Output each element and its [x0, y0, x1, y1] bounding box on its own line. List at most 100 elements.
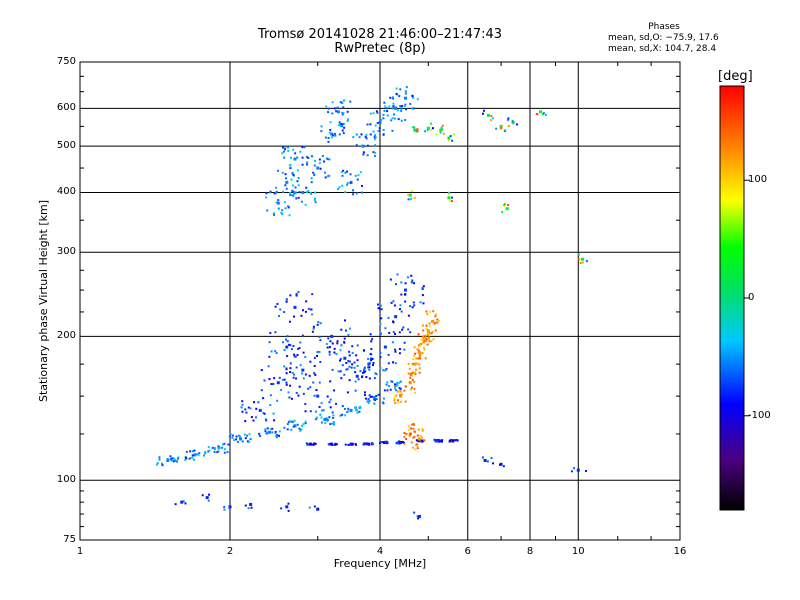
data-point: [292, 194, 295, 197]
data-point: [304, 402, 307, 405]
data-point: [355, 409, 358, 412]
data-point: [326, 157, 329, 160]
data-point: [241, 403, 244, 406]
data-point: [398, 308, 401, 311]
data-point: [421, 286, 424, 289]
data-point: [539, 110, 543, 114]
data-point: [329, 398, 332, 401]
x-tick-label: 16: [673, 546, 687, 557]
data-point: [344, 443, 347, 446]
data-point: [312, 381, 315, 384]
data-point: [285, 381, 288, 384]
data-point: [324, 176, 327, 179]
data-point: [385, 107, 388, 110]
data-point: [374, 151, 377, 154]
data-point: [449, 440, 452, 443]
data-point: [365, 442, 368, 445]
data-point: [403, 435, 406, 438]
data-point: [394, 395, 397, 398]
data-point: [241, 400, 244, 403]
data-point: [304, 203, 307, 206]
data-point: [275, 192, 278, 195]
data-point: [386, 441, 389, 444]
data-point: [285, 298, 288, 301]
data-point: [417, 357, 420, 360]
data-point: [229, 433, 232, 436]
data-point: [436, 318, 439, 321]
data-point: [507, 117, 510, 120]
data-point: [265, 196, 268, 199]
data-point: [431, 319, 435, 323]
data-point: [451, 139, 454, 142]
data-point: [347, 407, 350, 410]
data-point: [260, 369, 263, 372]
data-point: [343, 356, 347, 360]
data-point: [433, 438, 436, 441]
data-point: [346, 183, 349, 186]
data-point: [283, 426, 286, 429]
data-point: [342, 122, 345, 125]
data-point: [333, 423, 336, 426]
data-point: [227, 443, 230, 446]
data-point: [372, 130, 375, 133]
data-point: [400, 281, 403, 284]
data-point: [325, 342, 328, 345]
data-point: [394, 362, 397, 365]
data-point: [286, 335, 289, 338]
data-point: [393, 397, 396, 400]
x-tick-label: 4: [376, 546, 384, 557]
data-point: [416, 130, 419, 133]
data-point: [415, 357, 418, 360]
data-point: [354, 174, 357, 177]
data-point: [395, 394, 398, 397]
data-point: [274, 331, 277, 334]
data-point: [357, 174, 360, 177]
data-point: [398, 352, 401, 355]
data-point: [413, 430, 416, 433]
data-point: [330, 136, 333, 139]
data-point: [335, 353, 338, 356]
data-point: [410, 197, 413, 200]
data-point: [385, 383, 388, 386]
data-point: [239, 437, 243, 441]
data-point: [309, 386, 312, 389]
data-point: [289, 163, 292, 166]
data-point: [422, 346, 425, 349]
data-point: [182, 500, 185, 503]
data-point: [407, 314, 410, 317]
stats-line-o: mean, sd,O: −75.9, 17.6: [608, 33, 719, 43]
data-point: [398, 386, 401, 389]
data-point: [482, 109, 485, 112]
data-point: [369, 112, 372, 115]
data-point: [285, 187, 288, 190]
data-point: [410, 281, 413, 284]
y-tick-label: 75: [63, 534, 76, 545]
data-point: [379, 367, 382, 370]
data-point: [309, 360, 312, 363]
data-point: [403, 348, 406, 351]
data-point: [306, 155, 309, 158]
data-point: [311, 330, 314, 333]
data-point: [481, 112, 484, 115]
data-point: [387, 316, 390, 319]
data-point: [247, 406, 250, 409]
data-point: [290, 397, 293, 400]
data-point: [419, 301, 422, 304]
data-point: [307, 443, 310, 446]
data-point: [423, 335, 426, 338]
data-point: [426, 343, 429, 346]
x-tick-label: 8: [526, 546, 534, 557]
x-tick-label: 1: [76, 546, 84, 557]
data-point: [423, 339, 426, 342]
data-point: [363, 366, 366, 369]
data-point: [294, 152, 297, 155]
data-point: [228, 506, 231, 509]
data-point: [352, 193, 355, 196]
data-point: [283, 156, 286, 159]
data-point: [331, 444, 334, 447]
data-point: [421, 427, 424, 430]
data-point: [333, 351, 336, 354]
data-point: [320, 416, 323, 419]
data-point: [400, 310, 403, 313]
data-point: [407, 198, 410, 201]
